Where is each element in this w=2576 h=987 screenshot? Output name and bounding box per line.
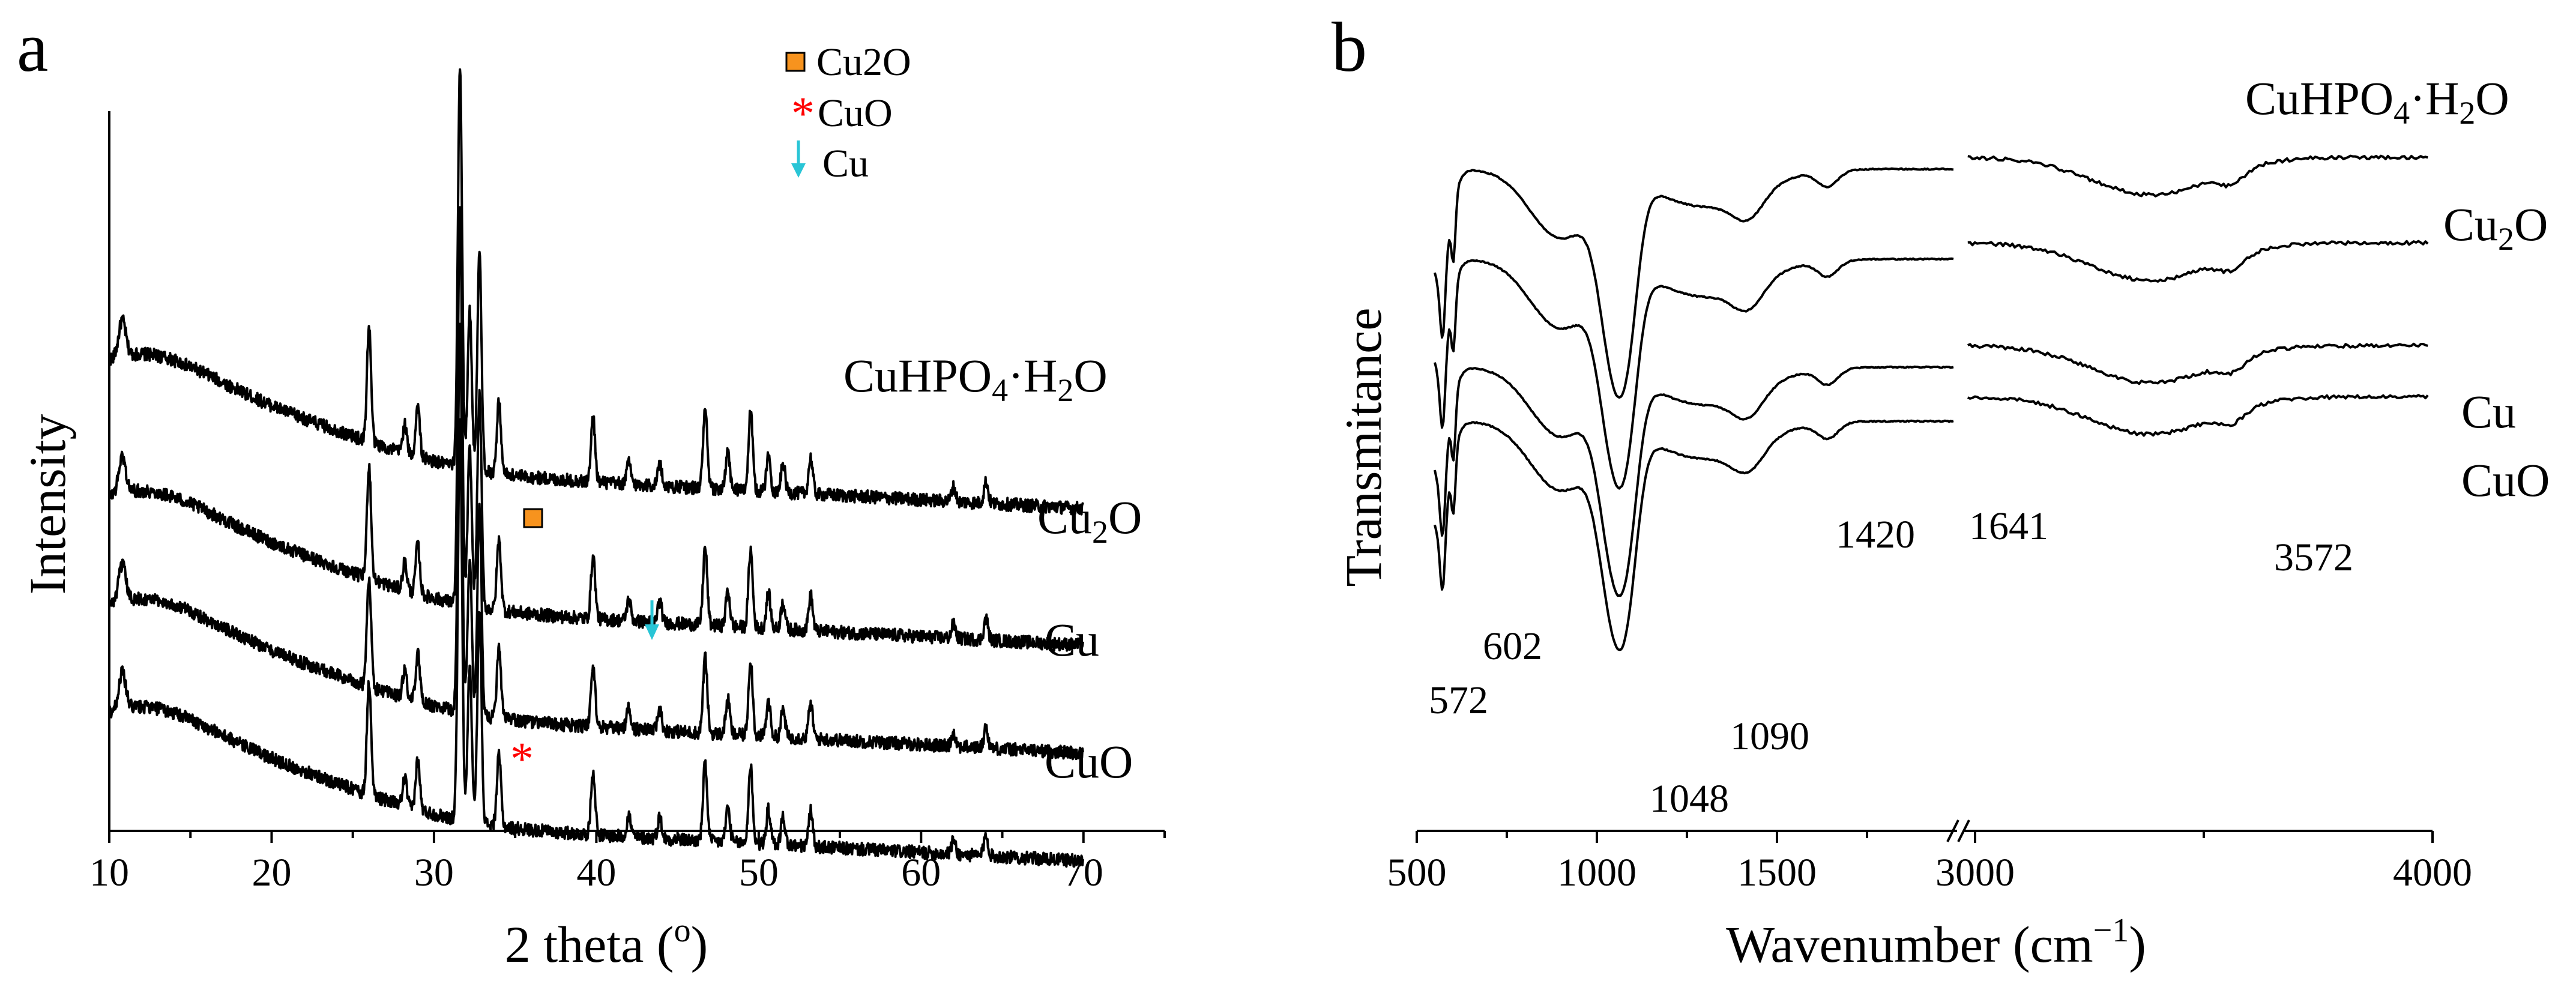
peak-label-1641: 1641 <box>1969 504 2048 548</box>
ftir-panel: b 500 1000 1500 3000 4000 Transmitance Waven… <box>1332 8 2550 973</box>
xrd-series-line <box>108 206 1084 652</box>
xrd-series-line <box>108 322 1084 761</box>
series-label-cuo-b: CuO <box>2461 454 2550 506</box>
ftir-series-line-high <box>1967 342 2428 385</box>
series-label-cu-a: Cu <box>1045 614 1099 666</box>
peak-label-1420: 1420 <box>1836 513 1915 557</box>
ftir-traces <box>1434 154 2429 651</box>
series-label-cuhpo4-b: CuHPO4·H2O <box>2245 72 2509 131</box>
x-tick-label-a: 10 <box>89 851 129 895</box>
y-axis-label-b: Transmitance <box>1335 308 1392 587</box>
peak-label-602: 602 <box>1483 624 1542 668</box>
legend-item-cu: Cu <box>791 140 869 186</box>
x-tick-label-b: 1500 <box>1737 851 1817 895</box>
x-tick-label-a: 40 <box>576 851 616 895</box>
cuo-peak-marker-icon: * <box>510 732 534 785</box>
x-ticks-b: 500 1000 1500 3000 4000 <box>1387 831 2472 895</box>
x-tick-label-b: 500 <box>1387 851 1447 895</box>
ftir-series-line-low <box>1434 167 1954 399</box>
square-marker-icon <box>785 52 806 72</box>
series-label-cu-b: Cu <box>2461 385 2516 438</box>
legend-item-cuo: * CuO <box>791 87 893 139</box>
cu-peak-marker-icon <box>645 600 659 640</box>
xrd-panel: a 10 20 30 40 50 60 70 Intensity 2 theta (o) C… <box>17 8 1166 973</box>
x-axis-label-a: 2 theta (o) <box>505 912 708 973</box>
panel-label-b: b <box>1332 8 1367 86</box>
cu2o-peak-marker-icon <box>523 508 543 528</box>
ftir-series-line-high <box>1967 154 2428 198</box>
ftir-series-line-high <box>1967 394 2429 437</box>
x-tick-label-b2: 3000 <box>1935 851 2015 895</box>
x-tick-label-b: 1000 <box>1557 851 1636 895</box>
peak-label-572: 572 <box>1429 678 1488 722</box>
xrd-series-line <box>108 68 1084 516</box>
legend-item-cu2o: Cu2O <box>785 40 911 84</box>
xrd-traces <box>108 68 1084 868</box>
peak-label-3572: 3572 <box>2274 536 2353 579</box>
x-axis-label-b: Wavenumber (cm−1) <box>1726 912 2146 973</box>
ftir-series-line-low <box>1434 365 1954 597</box>
ftir-series-line-high <box>1967 240 2429 283</box>
series-label-cu2o-b: Cu2O <box>2443 198 2548 257</box>
legend-label-cu2o: Cu2O <box>816 40 911 84</box>
arrow-marker-icon <box>791 140 806 178</box>
series-label-cu2o-a: Cu2O <box>1037 491 1142 550</box>
series-label-cuo-a: CuO <box>1045 735 1133 788</box>
xrd-series-line <box>108 418 1084 868</box>
ftir-series-line-low <box>1434 257 1954 490</box>
panel-label-a: a <box>17 8 48 86</box>
legend-a: Cu2O * CuO Cu <box>785 40 911 186</box>
asterisk-marker-icon: * <box>791 87 815 139</box>
ftir-series-line-low <box>1434 419 1954 651</box>
x-tick-label-a: 50 <box>739 851 779 895</box>
legend-label-cu: Cu <box>822 142 869 186</box>
x-tick-label-b2: 4000 <box>2393 851 2472 895</box>
series-label-cuhpo4-a: CuHPO4·H2O <box>843 349 1108 408</box>
x-ticks-a: 10 20 30 40 50 60 70 <box>89 831 1166 895</box>
x-tick-label-a: 20 <box>252 851 291 895</box>
y-axis-label-a: Intensity <box>19 414 76 595</box>
axis-break-mark-1 <box>1946 819 1959 842</box>
axis-break-mark-2 <box>1957 819 1970 842</box>
peak-label-1090: 1090 <box>1730 714 1809 758</box>
peak-label-1048: 1048 <box>1650 777 1729 821</box>
legend-label-cuo: CuO <box>818 91 893 135</box>
x-tick-label-a: 30 <box>414 851 454 895</box>
